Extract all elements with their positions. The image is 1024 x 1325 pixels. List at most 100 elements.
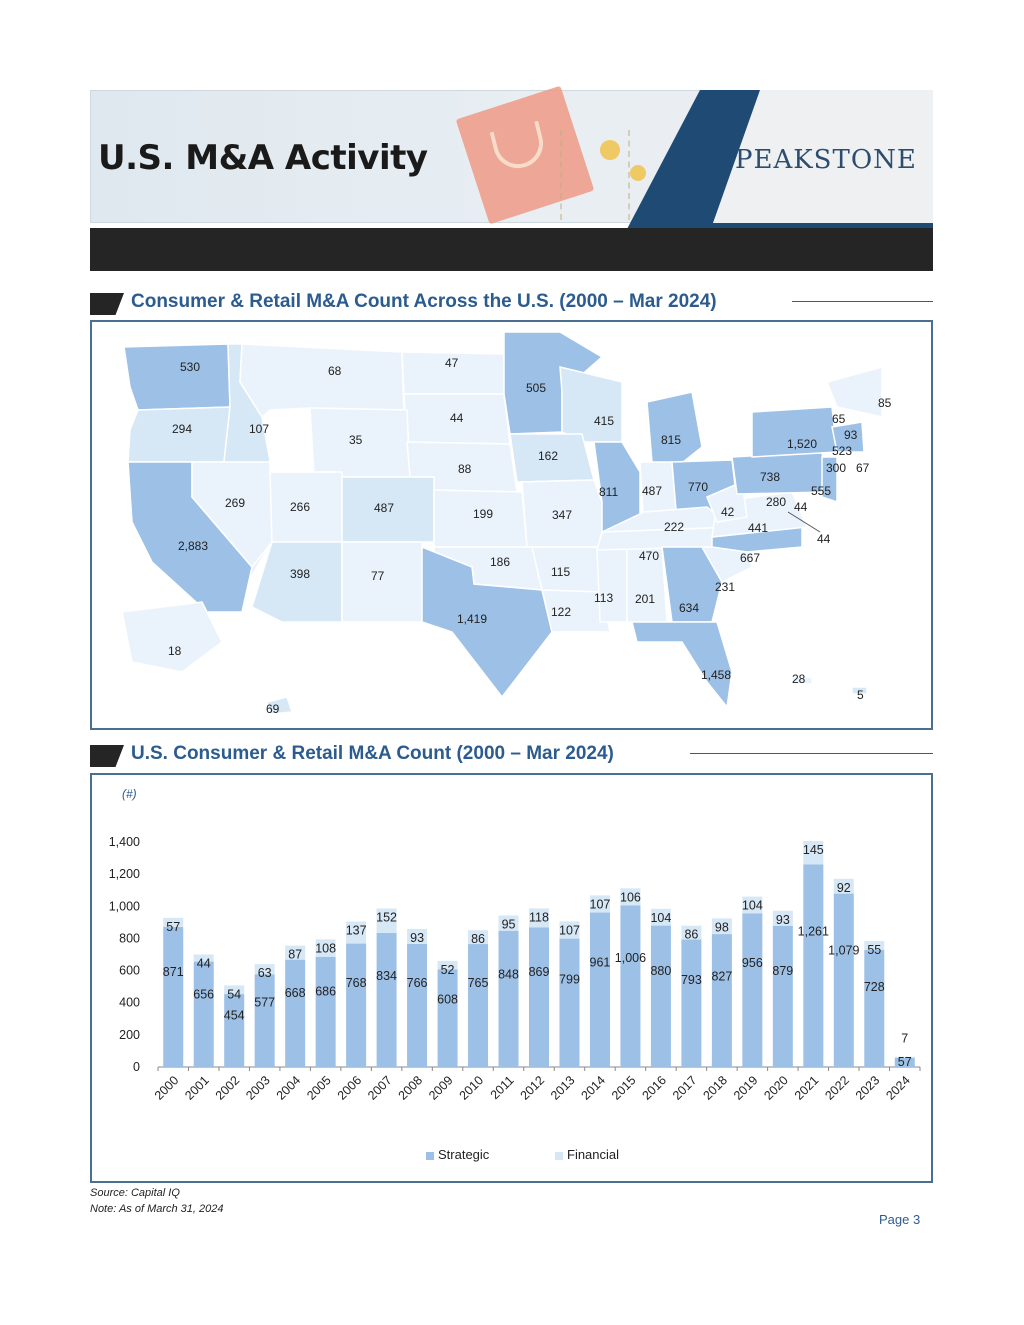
state-value-id: 107 xyxy=(249,422,270,436)
state-value-nc: 667 xyxy=(740,551,761,565)
strategic-data-label: 961 xyxy=(590,956,611,970)
financial-data-label: 7 xyxy=(901,1032,908,1046)
bar-financial xyxy=(224,985,245,995)
y-tick-label: 800 xyxy=(119,931,140,945)
bar-chart-panel: (#) 0 200 400 600 800 1,000 1,200 1,400 871 57 200… xyxy=(90,773,933,1183)
state-value-ut: 266 xyxy=(290,500,311,514)
financial-data-label: 98 xyxy=(715,920,729,934)
strategic-data-label: 956 xyxy=(742,956,763,970)
financial-data-label: 108 xyxy=(315,941,336,955)
state-fl xyxy=(631,621,733,709)
state-value-or: 294 xyxy=(172,422,193,436)
state-value-wv: 42 xyxy=(721,505,735,519)
state-value-pr: 28 xyxy=(792,672,806,686)
financial-data-label: 104 xyxy=(650,911,671,925)
x-tick-label: 2006 xyxy=(335,1073,365,1103)
x-tick-label: 2007 xyxy=(365,1073,395,1103)
bar-strategic xyxy=(285,959,306,1067)
us-map xyxy=(121,331,883,715)
legend-swatch-strategic xyxy=(426,1151,434,1160)
state-value-me: 85 xyxy=(878,396,892,410)
financial-data-label: 95 xyxy=(502,917,516,931)
balloon-decoration xyxy=(630,165,646,181)
bar-financial xyxy=(620,888,641,906)
x-tick-label: 2014 xyxy=(579,1073,609,1103)
x-tick-label: 2017 xyxy=(670,1073,700,1103)
x-tick-label: 2024 xyxy=(883,1073,913,1103)
x-tick-label: 2008 xyxy=(396,1073,426,1103)
state-pr xyxy=(791,676,813,685)
state-value-al: 201 xyxy=(635,592,656,606)
page-number: Page 3 xyxy=(879,1212,921,1227)
as-of-note: Note: As of March 31, 2024 xyxy=(90,1203,224,1215)
legend-swatch-financial xyxy=(555,1151,563,1160)
state-value-ca: 2,883 xyxy=(178,539,209,553)
state-ma xyxy=(831,421,865,453)
state-value-nd: 47 xyxy=(445,356,459,370)
state-nj xyxy=(821,456,838,504)
chart-unit-label: (#) xyxy=(122,787,137,801)
strategic-data-label: 871 xyxy=(163,965,184,979)
y-tick-label: 1,400 xyxy=(109,835,140,849)
section-divider xyxy=(792,301,933,302)
state-ms xyxy=(596,546,628,623)
x-tick-label: 2021 xyxy=(792,1073,822,1103)
x-tick-label: 2005 xyxy=(304,1073,334,1103)
bar-financial xyxy=(650,908,671,926)
header-banner: U.S. M&A Activity PEAKSTONE xyxy=(90,85,933,271)
bar-strategic xyxy=(346,943,367,1067)
state-value-pa: 738 xyxy=(760,470,781,484)
banner-blue-shape xyxy=(605,90,933,271)
bar-strategic xyxy=(498,930,519,1067)
legend-strategic: Strategic xyxy=(426,1147,489,1162)
financial-data-label: 104 xyxy=(742,899,763,913)
financial-data-label: 57 xyxy=(166,920,180,934)
state-wa xyxy=(123,343,231,411)
bar-strategic xyxy=(193,961,214,1067)
state-value-sd: 44 xyxy=(450,411,464,425)
legend-financial: Financial xyxy=(555,1147,619,1162)
bar-strategic xyxy=(468,944,489,1067)
strategic-data-label: 869 xyxy=(529,965,550,979)
strategic-data-label: 668 xyxy=(285,986,306,1000)
bar-strategic xyxy=(315,956,336,1067)
strategic-data-label: 793 xyxy=(681,973,702,987)
bar-financial xyxy=(711,918,732,935)
state-value-vt: 65 xyxy=(832,412,846,426)
x-tick-label: 2001 xyxy=(182,1073,212,1103)
strategic-data-label: 799 xyxy=(559,973,580,987)
state-me xyxy=(825,366,883,418)
strategic-data-label: 728 xyxy=(864,980,885,994)
section-marker-icon xyxy=(90,293,124,315)
strategic-data-label: 880 xyxy=(650,964,671,978)
state-value-nh: 93 xyxy=(844,428,858,442)
bar-financial xyxy=(681,925,702,940)
bar-strategic xyxy=(620,905,641,1067)
legend-label-strategic: Strategic xyxy=(438,1147,490,1162)
y-tick-label: 0 xyxy=(133,1060,140,1074)
dc-leader-line xyxy=(787,511,821,533)
state-value-tn: 470 xyxy=(639,549,660,563)
x-tick-label: 2015 xyxy=(609,1073,639,1103)
state-value-il: 811 xyxy=(599,485,619,499)
strategic-data-label: 608 xyxy=(437,992,458,1006)
strategic-data-label: 656 xyxy=(193,987,214,1001)
x-tick-label: 2020 xyxy=(761,1073,791,1103)
state-value-ks: 199 xyxy=(473,507,494,521)
bar-financial xyxy=(833,878,854,894)
state-value-nj: 555 xyxy=(811,484,832,498)
financial-data-label: 152 xyxy=(376,911,397,925)
state-value-sc: 231 xyxy=(715,580,736,594)
state-value-md: 280 xyxy=(766,495,787,509)
state-value-fl: 1,458 xyxy=(701,668,732,682)
bar-financial xyxy=(315,939,336,957)
financial-data-label: 92 xyxy=(837,881,851,895)
state-az xyxy=(251,541,343,623)
state-value-ky: 222 xyxy=(664,520,685,534)
bar-financial xyxy=(498,915,519,931)
state-value-tx: 1,419 xyxy=(457,612,488,626)
bar-financial xyxy=(163,917,184,928)
section-divider xyxy=(690,753,933,754)
financial-data-label: 86 xyxy=(471,932,485,946)
banner-dark-strip xyxy=(90,228,933,271)
